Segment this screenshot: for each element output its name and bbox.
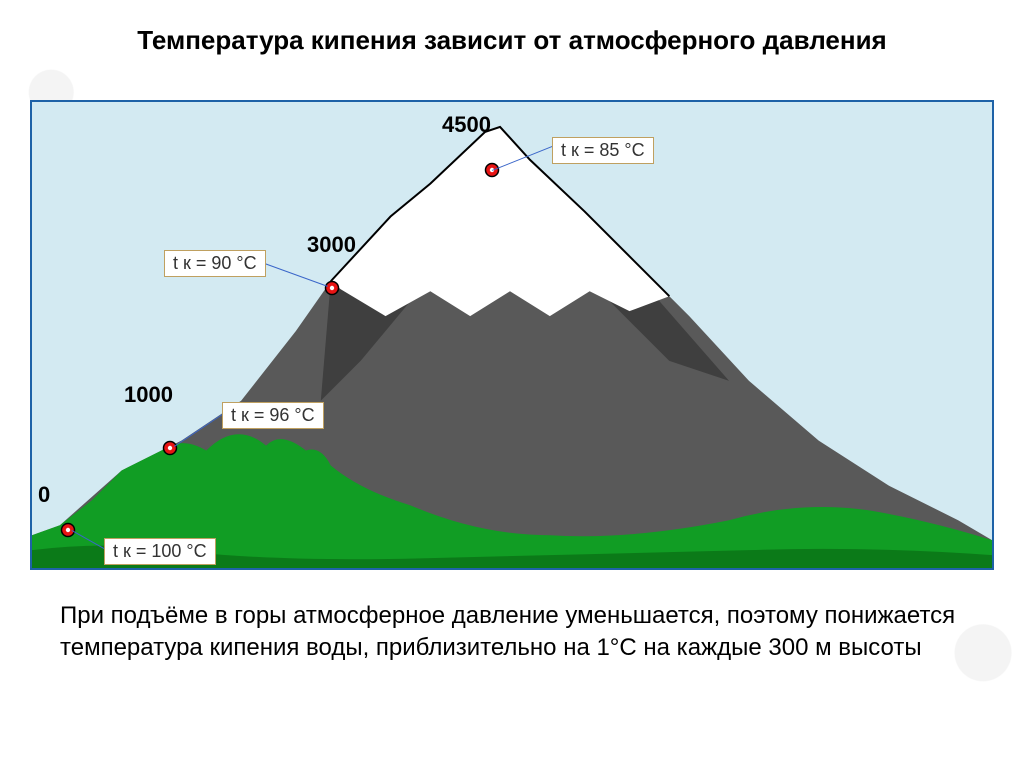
temperature-label: t к = 90 °C — [164, 250, 266, 277]
altitude-label: 1000 — [124, 382, 173, 408]
boiling-point-marker — [324, 280, 340, 296]
temperature-label: t к = 100 °C — [104, 538, 216, 565]
temperature-label: t к = 96 °C — [222, 402, 324, 429]
page-title: Температура кипения зависит от атмосферн… — [0, 0, 1024, 57]
altitude-label: 0 — [38, 482, 50, 508]
caption-text: При подъёме в горы атмосферное давление … — [60, 600, 964, 665]
temperature-label: t к = 85 °C — [552, 137, 654, 164]
altitude-label: 4500 — [442, 112, 491, 138]
diagram-canvas: 4500 t к = 85 °C 3000 t к = 90 °C 1000 t к = … — [30, 100, 994, 570]
mountain-illustration — [32, 102, 992, 570]
boiling-point-marker — [162, 440, 178, 456]
altitude-label: 3000 — [307, 232, 356, 258]
